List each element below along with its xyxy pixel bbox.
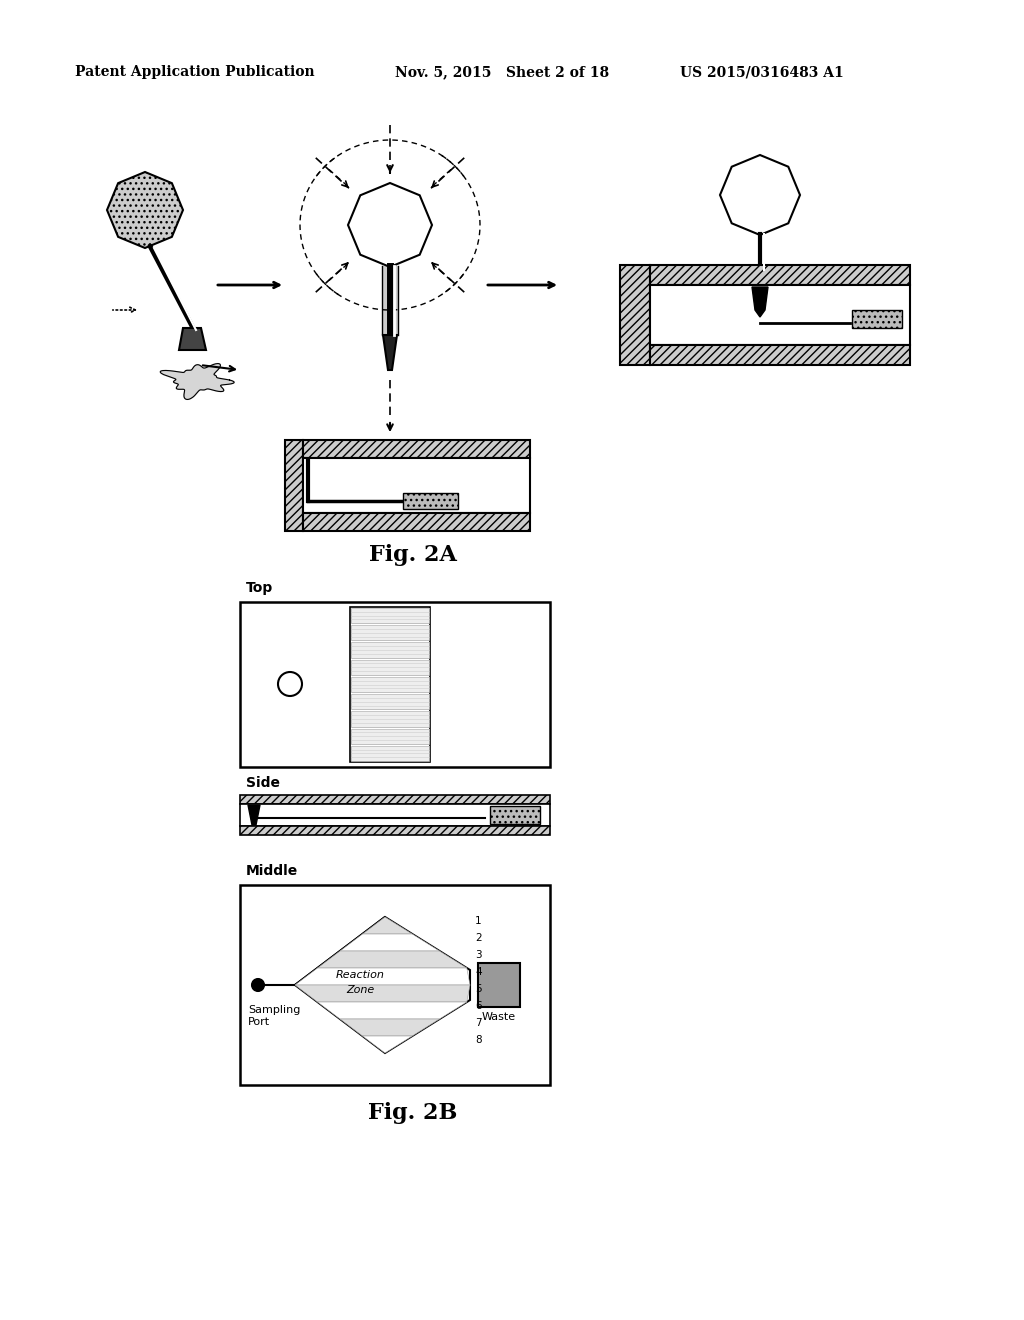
Polygon shape [179,327,206,350]
Bar [351,746,429,762]
Bar [351,711,429,726]
Text: Sampling
Port: Sampling Port [248,1005,300,1027]
Polygon shape [295,985,470,1002]
Text: 2: 2 [475,933,481,942]
Polygon shape [752,286,768,317]
Bar [620,265,650,366]
Bar [351,643,429,657]
Text: 7: 7 [475,1018,481,1028]
Text: 1: 1 [475,916,481,927]
Polygon shape [340,1019,439,1036]
Text: Middle: Middle [246,865,298,878]
Polygon shape [383,335,397,370]
Bar [285,440,303,531]
Polygon shape [362,917,413,935]
Bar [478,964,520,1007]
Polygon shape [248,805,260,825]
Text: US 2015/0316483 A1: US 2015/0316483 A1 [680,65,844,79]
Text: Patent Application Publication: Patent Application Publication [75,65,314,79]
Polygon shape [362,1036,413,1053]
Polygon shape [340,935,439,950]
Circle shape [278,672,302,696]
Bar [240,884,550,1085]
Polygon shape [317,950,467,968]
Bar [240,826,550,836]
Bar [303,440,530,458]
Bar [351,609,429,623]
Bar [303,513,530,531]
Text: 4: 4 [475,968,481,977]
Polygon shape [295,917,470,1053]
Polygon shape [348,183,432,267]
Bar [852,310,902,327]
Text: Reaction: Reaction [336,970,384,979]
Bar [350,607,430,762]
Bar [351,626,429,640]
Bar [351,677,429,692]
Text: Nov. 5, 2015   Sheet 2 of 18: Nov. 5, 2015 Sheet 2 of 18 [395,65,609,79]
Bar [403,492,458,510]
Bar [351,660,429,675]
Bar [240,602,550,767]
Text: 6: 6 [475,1001,481,1011]
Text: Zone: Zone [346,985,374,995]
Bar [240,804,550,826]
Text: 8: 8 [475,1035,481,1045]
Polygon shape [317,1002,467,1019]
Bar [650,345,910,366]
Bar [351,694,429,709]
Text: Top: Top [246,581,273,595]
Bar [240,795,550,804]
Polygon shape [720,154,800,235]
Text: 3: 3 [475,950,481,960]
Text: Fig. 2B: Fig. 2B [369,1102,458,1125]
Polygon shape [295,968,470,985]
Text: Side: Side [246,776,280,789]
Text: Waste: Waste [482,1012,516,1022]
Bar [650,265,910,285]
Text: Fig. 2A: Fig. 2A [369,544,457,566]
Polygon shape [106,172,183,248]
Polygon shape [161,363,234,400]
Text: 5: 5 [475,983,481,994]
Bar [303,458,530,513]
Bar [382,267,398,335]
Bar [490,807,540,824]
Circle shape [252,979,264,991]
Bar [351,729,429,743]
Bar [650,285,910,345]
